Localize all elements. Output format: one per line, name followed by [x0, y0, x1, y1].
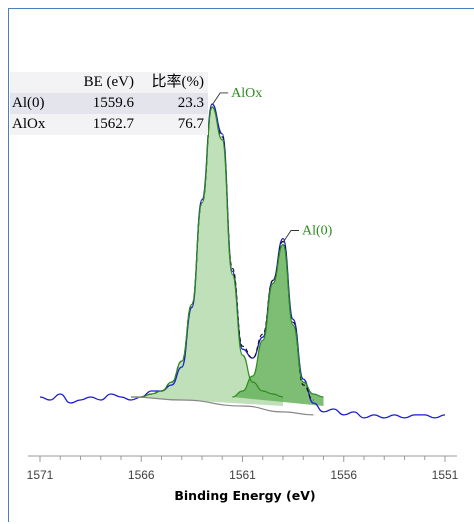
- table-header-be: BE (eV): [64, 72, 138, 93]
- table-cell-ratio: 76.7: [138, 114, 208, 135]
- table-cell-name: Al(0): [10, 93, 64, 114]
- x-tick-label: 1551: [432, 468, 459, 482]
- table-header-corner: [10, 72, 64, 93]
- Al(0)-component-area: [232, 244, 324, 406]
- x-tick-label: 1556: [330, 468, 357, 482]
- x-tick-label: 1571: [27, 468, 54, 482]
- annotation-label: Al(0): [302, 224, 333, 239]
- plot-border-top: [8, 8, 474, 9]
- table-cell-be: 1559.6: [64, 93, 138, 114]
- Al(0)-component-line: [232, 243, 324, 398]
- table-row: AlOx 1562.7 76.7: [10, 114, 208, 135]
- peak-table-header: BE (eV) 比率(%): [10, 72, 208, 93]
- annotation-leader: [211, 92, 229, 106]
- background-line: [131, 396, 314, 416]
- x-axis-title: Binding Energy (eV): [174, 488, 315, 503]
- table-row: Al(0) 1559.6 23.3: [10, 93, 208, 114]
- table-cell-be: 1562.7: [64, 114, 138, 135]
- table-header-ratio: 比率(%): [138, 72, 208, 93]
- annotation-leader: [282, 230, 299, 243]
- x-tick-label: 1561: [229, 468, 256, 482]
- peak-table: BE (eV) 比率(%) Al(0) 1559.6 23.3 AlOx 156…: [10, 72, 208, 135]
- table-cell-name: AlOx: [10, 114, 64, 135]
- table-cell-ratio: 23.3: [138, 93, 208, 114]
- plot-border-left: [8, 8, 9, 522]
- annotation-label: AlOx: [231, 86, 262, 101]
- AlOx-component-area: [131, 107, 283, 406]
- AlOx-component-line: [131, 106, 284, 398]
- x-tick-label: 1566: [128, 468, 155, 482]
